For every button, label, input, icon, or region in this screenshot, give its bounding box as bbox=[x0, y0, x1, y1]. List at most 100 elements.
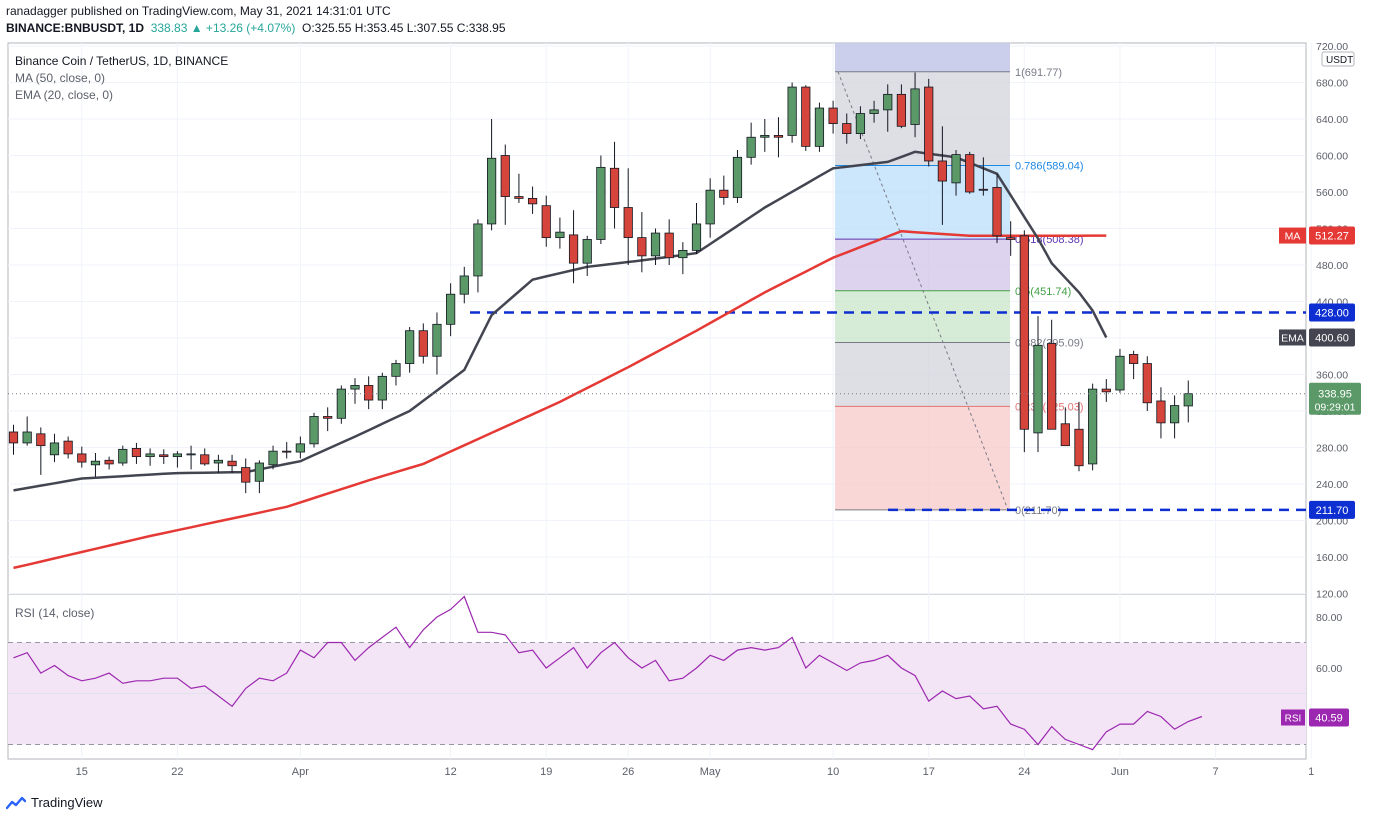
candle-body bbox=[282, 450, 292, 453]
candle-body bbox=[227, 460, 237, 467]
ma-tag-value: 512.27 bbox=[1315, 231, 1349, 243]
candle-body bbox=[200, 454, 210, 465]
candle-body bbox=[1101, 388, 1111, 393]
time-tick-label: 22 bbox=[171, 766, 183, 778]
level-tag-label: 428.00 bbox=[1315, 307, 1349, 319]
candle-body bbox=[432, 323, 442, 357]
candle-body bbox=[131, 448, 142, 458]
fib-retracement[interactable]: 1(691.77) 0.786(589.04) 0.618(508.38) 0.5(4… bbox=[835, 43, 1084, 517]
legend-title: Binance Coin / TetherUS, 1D, BINANCE bbox=[15, 54, 228, 68]
candle-body bbox=[678, 249, 688, 259]
candle-body bbox=[1060, 423, 1070, 447]
candle-body bbox=[145, 453, 155, 458]
candle-body bbox=[336, 388, 346, 419]
candle-body bbox=[801, 86, 811, 147]
candle-body bbox=[814, 107, 825, 147]
ema-tag-name-box bbox=[1279, 329, 1306, 346]
candle-body bbox=[637, 237, 647, 257]
brand-label: TradingView bbox=[31, 795, 103, 810]
candle-body bbox=[241, 467, 251, 483]
candle-body bbox=[787, 86, 797, 136]
candle-body bbox=[405, 330, 415, 364]
candle-body bbox=[1033, 344, 1043, 434]
candle-body bbox=[1006, 237, 1016, 240]
fib-level-label: 0(211.70) bbox=[1015, 505, 1061, 517]
candle-body bbox=[1074, 428, 1084, 467]
price-tick-label: 360.00 bbox=[1316, 370, 1348, 382]
candle-body bbox=[596, 166, 606, 240]
rsi-value: 40.59 bbox=[1315, 712, 1343, 724]
level-tag bbox=[1309, 303, 1355, 322]
symbol-info-line: BINANCE:BNBUSDT, 1D 338.83 ▲ +13.26 (+4.… bbox=[6, 21, 506, 35]
candle-body bbox=[691, 223, 702, 251]
level-tag bbox=[1309, 500, 1355, 519]
level-tag-label: 211.70 bbox=[1316, 505, 1349, 517]
candle-body bbox=[1142, 363, 1152, 404]
fib-zone bbox=[835, 290, 1010, 343]
candle-body bbox=[418, 330, 428, 357]
vertical-grid bbox=[81, 43, 1312, 759]
time-tick-label: 10 bbox=[827, 766, 839, 778]
candle-body bbox=[978, 188, 988, 191]
time-tick-label: 17 bbox=[923, 766, 935, 778]
price-tags: 428.00 211.70 MA 512.27 EMA 400.60 338.9509:29… bbox=[1279, 226, 1361, 519]
candle-body bbox=[828, 107, 838, 124]
fib-zone bbox=[835, 165, 1010, 240]
price-tick-label: 240.00 bbox=[1316, 479, 1348, 491]
candle-body bbox=[1183, 393, 1193, 407]
candle-body bbox=[705, 189, 715, 225]
candle-body bbox=[309, 416, 319, 445]
candle-body bbox=[159, 454, 169, 458]
ma-tag-name-box bbox=[1279, 227, 1306, 244]
fib-level-label: 0.5(451.74) bbox=[1015, 286, 1071, 298]
candle-body bbox=[22, 431, 32, 444]
candle-body bbox=[486, 157, 497, 225]
last-price-value: 338.95 bbox=[1318, 389, 1352, 401]
candle-body bbox=[773, 135, 784, 138]
horizontal-grid bbox=[8, 45, 1306, 594]
candle-body bbox=[883, 93, 893, 111]
price-tick-label: 280.00 bbox=[1316, 443, 1348, 455]
candle-body bbox=[186, 453, 196, 456]
time-tick-label: 19 bbox=[540, 766, 552, 778]
candle-body bbox=[36, 433, 46, 447]
fib-zone bbox=[835, 239, 1010, 291]
time-axis[interactable]: 15 22 Apr 12 19 26 May 10 17 24 Jun 7 1 bbox=[76, 766, 1315, 778]
ma50-path bbox=[13, 229, 1107, 570]
candle-body bbox=[391, 363, 401, 377]
price-tick-label: 120.00 bbox=[1316, 589, 1348, 601]
candle-body bbox=[609, 167, 620, 208]
rsi-pane: 80.00 60.00 RSI 40.59 bbox=[8, 595, 1349, 751]
candle-body bbox=[8, 431, 19, 444]
candle-body bbox=[664, 232, 674, 259]
rsi-value-box bbox=[1309, 708, 1349, 727]
ema-tag-name: EMA bbox=[1281, 332, 1304, 344]
candle-body bbox=[527, 197, 538, 205]
candle-body bbox=[1115, 355, 1125, 391]
candle-body bbox=[254, 462, 264, 482]
candle-body bbox=[650, 232, 661, 257]
time-tick-label: 12 bbox=[444, 766, 456, 778]
price-tick-label: 720.00 bbox=[1316, 41, 1348, 53]
candle-body bbox=[295, 443, 305, 453]
candle-body bbox=[104, 459, 114, 465]
tradingview-logo-icon bbox=[6, 796, 26, 809]
candle-body bbox=[924, 86, 934, 162]
candle-body bbox=[500, 155, 510, 197]
candle-body bbox=[582, 239, 592, 264]
candle-body bbox=[937, 160, 947, 182]
candle-body bbox=[1047, 343, 1057, 430]
tradingview-footer[interactable]: TradingView bbox=[6, 795, 103, 810]
price-tick-label: 160.00 bbox=[1316, 552, 1348, 564]
ma-tag-value-box bbox=[1309, 226, 1355, 245]
candle-body bbox=[268, 450, 278, 466]
time-tick-label: 15 bbox=[76, 766, 88, 778]
fib-trend-line bbox=[837, 71, 1009, 511]
candle-body bbox=[746, 136, 756, 158]
rsi-tick-label: 60.00 bbox=[1316, 663, 1342, 675]
support-resistance-lines[interactable] bbox=[470, 311, 1306, 512]
candle-body bbox=[896, 93, 907, 127]
time-tick-label: 7 bbox=[1213, 766, 1219, 778]
rsi-name: RSI bbox=[1285, 713, 1302, 724]
